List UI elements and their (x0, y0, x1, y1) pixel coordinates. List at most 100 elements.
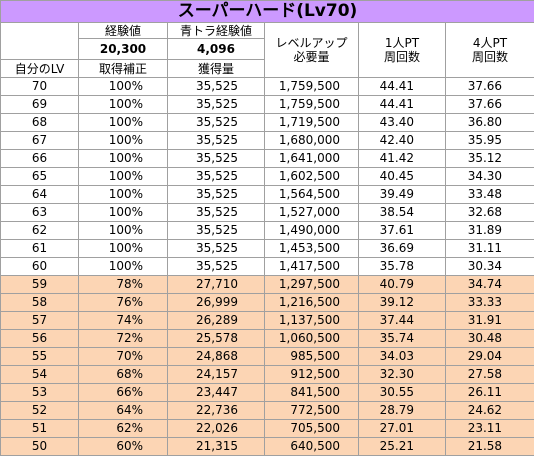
table-cell: 1,060,500 (264, 329, 359, 348)
table-cell: 44.41 (358, 95, 446, 114)
table-title: スーパーハード(Lv70) (0, 0, 534, 23)
table-row: 66 100% 35,525 1,641,000 41.42 35.12 (0, 149, 534, 168)
table-cell: 64% (78, 401, 168, 420)
table-cell: 70% (78, 347, 168, 366)
table-cell: 24,868 (167, 347, 265, 366)
table-cell: 100% (78, 77, 168, 96)
table-cell: 23,447 (167, 383, 265, 402)
table-cell: 1,527,000 (264, 203, 359, 222)
table-cell: 1,680,000 (264, 131, 359, 150)
table-cell: 1,417,500 (264, 257, 359, 276)
table-cell: 1,602,500 (264, 167, 359, 186)
table-cell: 60% (78, 437, 168, 456)
table-row: 62 100% 35,525 1,490,000 37.61 31.89 (0, 221, 534, 240)
table-cell: 912,500 (264, 365, 359, 384)
table-cell: 34.03 (358, 347, 446, 366)
table-cell: 57 (0, 311, 79, 330)
table-cell: 35,525 (167, 149, 265, 168)
table-cell: 1,453,500 (264, 239, 359, 258)
table-cell: 640,500 (264, 437, 359, 456)
table-cell: 68% (78, 365, 168, 384)
table-cell: 30.55 (358, 383, 446, 402)
table-cell: 100% (78, 131, 168, 150)
table-cell: 59 (0, 275, 79, 294)
table-cell: 1,137,500 (264, 311, 359, 330)
table-row: 63 100% 35,525 1,527,000 38.54 32.68 (0, 203, 534, 222)
table-cell: 65 (0, 167, 79, 186)
table-row: 58 76% 26,999 1,216,500 39.12 33.33 (0, 293, 534, 312)
table-row: 57 74% 26,289 1,137,500 37.44 31.91 (0, 311, 534, 330)
table-cell: 78% (78, 275, 168, 294)
table-cell: 69 (0, 95, 79, 114)
table-cell: 66 (0, 149, 79, 168)
table-cell: 35,525 (167, 185, 265, 204)
table-cell: 100% (78, 257, 168, 276)
table-cell: 36.80 (444, 113, 534, 132)
table-cell: 100% (78, 113, 168, 132)
table-cell: 32.68 (444, 203, 534, 222)
table-cell: 35.74 (358, 329, 446, 348)
table-cell: 40.45 (358, 167, 446, 186)
table-cell: 21,315 (167, 437, 265, 456)
table-row: 64 100% 35,525 1,564,500 39.49 33.48 (0, 185, 534, 204)
table-cell: 24,157 (167, 365, 265, 384)
table-cell: 31.11 (444, 239, 534, 258)
table-cell: 1,490,000 (264, 221, 359, 240)
table-cell: 31.89 (444, 221, 534, 240)
table-cell: 62 (0, 221, 79, 240)
table-cell: 37.66 (444, 95, 534, 114)
table-cell: 35,525 (167, 203, 265, 222)
table-cell: 1,564,500 (264, 185, 359, 204)
table-cell: 67 (0, 131, 79, 150)
table-cell: 35,525 (167, 221, 265, 240)
header-cell: 4人PT 周回数 (444, 22, 534, 78)
table-cell: 40.79 (358, 275, 446, 294)
table-cell: 33.48 (444, 185, 534, 204)
table-cell: 25.21 (358, 437, 446, 456)
header-cell (0, 22, 79, 60)
table-cell: 100% (78, 185, 168, 204)
table-cell: 35,525 (167, 77, 265, 96)
table-cell: 26,999 (167, 293, 265, 312)
table-cell: 41.42 (358, 149, 446, 168)
table-cell: 1,719,500 (264, 113, 359, 132)
table-cell: 35,525 (167, 95, 265, 114)
table-cell: 22,736 (167, 401, 265, 420)
table-cell: 1,216,500 (264, 293, 359, 312)
table-cell: 100% (78, 167, 168, 186)
header-cell: 自分のLV (0, 59, 79, 78)
table-cell: 30.48 (444, 329, 534, 348)
table-cell: 35.12 (444, 149, 534, 168)
table-cell: 1,297,500 (264, 275, 359, 294)
table-cell: 35,525 (167, 113, 265, 132)
table-cell: 42.40 (358, 131, 446, 150)
table-cell: 100% (78, 239, 168, 258)
table-cell: 61 (0, 239, 79, 258)
table-cell: 31.91 (444, 311, 534, 330)
table-cell: 21.58 (444, 437, 534, 456)
table-cell: 705,500 (264, 419, 359, 438)
table-cell: 72% (78, 329, 168, 348)
table-cell: 30.34 (444, 257, 534, 276)
table-row: 60 100% 35,525 1,417,500 35.78 30.34 (0, 257, 534, 276)
table-cell: 39.12 (358, 293, 446, 312)
table-cell: 24.62 (444, 401, 534, 420)
table-cell: 35,525 (167, 257, 265, 276)
table-row: 55 70% 24,868 985,500 34.03 29.04 (0, 347, 534, 366)
table-cell: 54 (0, 365, 79, 384)
table-row: 53 66% 23,447 841,500 30.55 26.11 (0, 383, 534, 402)
table-cell: 772,500 (264, 401, 359, 420)
table-cell: 63 (0, 203, 79, 222)
table-cell: 100% (78, 149, 168, 168)
table-cell: 37.61 (358, 221, 446, 240)
table-row: 51 62% 22,026 705,500 27.01 23.11 (0, 419, 534, 438)
table-cell: 27.01 (358, 419, 446, 438)
table-cell: 37.66 (444, 77, 534, 96)
header-cell: 取得補正 (78, 59, 168, 78)
table-cell: 100% (78, 203, 168, 222)
table-cell: 29.04 (444, 347, 534, 366)
table-row: 68 100% 35,525 1,719,500 43.40 36.80 (0, 113, 534, 132)
table-cell: 32.30 (358, 365, 446, 384)
table-cell: 1,641,000 (264, 149, 359, 168)
